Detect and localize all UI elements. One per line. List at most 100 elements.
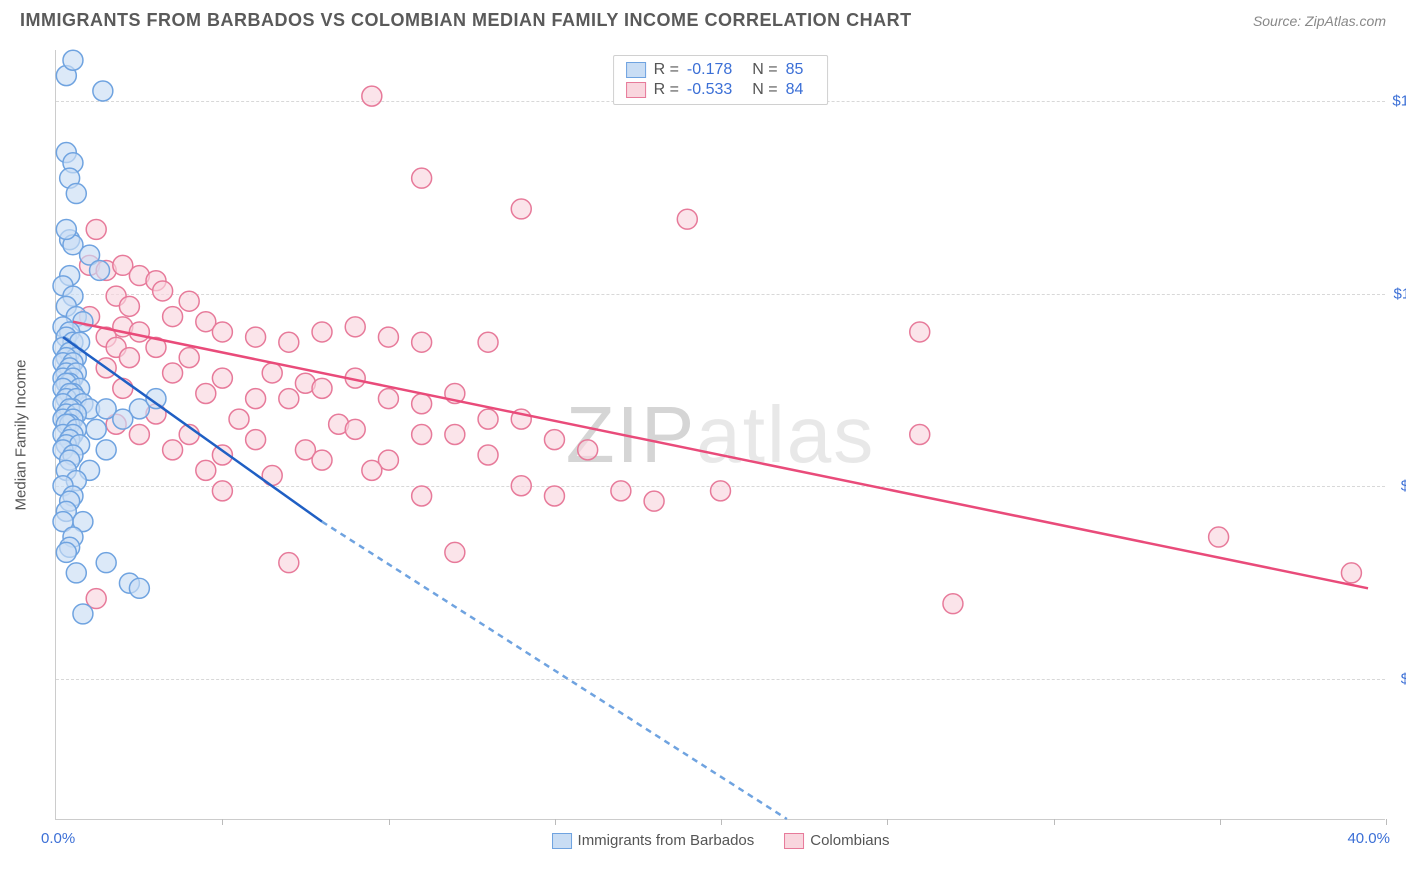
x-tick: [721, 819, 722, 825]
scatter-point: [279, 389, 299, 409]
scatter-point: [129, 322, 149, 342]
scatter-point: [445, 425, 465, 445]
scatter-point: [312, 378, 332, 398]
x-tick: [555, 819, 556, 825]
scatter-point: [378, 389, 398, 409]
scatter-point: [56, 219, 76, 239]
chart-plot-area: Median Family Income $37,500$75,000$112,…: [55, 50, 1385, 820]
scatter-point: [578, 440, 598, 460]
n-value-barbados: 85: [786, 61, 804, 79]
scatter-point: [711, 481, 731, 501]
legend-label-barbados: Immigrants from Barbados: [578, 832, 755, 849]
scatter-point: [478, 332, 498, 352]
x-tick: [1054, 819, 1055, 825]
legend-item-colombians: Colombians: [784, 832, 889, 849]
x-axis-label-max: 40.0%: [1347, 830, 1390, 847]
scatter-point: [1341, 563, 1361, 583]
x-tick: [1220, 819, 1221, 825]
scatter-point: [943, 594, 963, 614]
r-value-colombians: -0.533: [687, 81, 732, 99]
scatter-point: [246, 389, 266, 409]
y-tick-label: $37,500: [1390, 670, 1406, 687]
swatch-colombians: [626, 82, 646, 98]
scatter-point: [1209, 527, 1229, 547]
scatter-point: [246, 327, 266, 347]
scatter-point: [246, 430, 266, 450]
r-label: R =: [654, 81, 679, 99]
scatter-point: [96, 553, 116, 573]
scatter-point: [96, 440, 116, 460]
scatter-point: [119, 296, 139, 316]
scatter-point: [212, 481, 232, 501]
scatter-point: [677, 209, 697, 229]
scatter-point: [179, 348, 199, 368]
scatter-point: [362, 86, 382, 106]
chart-source: Source: ZipAtlas.com: [1253, 13, 1386, 29]
scatter-point: [345, 419, 365, 439]
swatch-colombians-icon: [784, 833, 804, 849]
swatch-barbados-icon: [552, 833, 572, 849]
scatter-point: [63, 50, 83, 70]
n-value-colombians: 84: [786, 81, 804, 99]
scatter-point: [511, 199, 531, 219]
scatter-point: [412, 168, 432, 188]
n-label: N =: [752, 81, 777, 99]
x-tick: [389, 819, 390, 825]
x-tick: [1386, 819, 1387, 825]
scatter-point: [312, 450, 332, 470]
scatter-point: [362, 460, 382, 480]
scatter-point: [544, 486, 564, 506]
scatter-point: [478, 409, 498, 429]
scatter-point: [212, 322, 232, 342]
chart-header: IMMIGRANTS FROM BARBADOS VS COLOMBIAN ME…: [0, 0, 1406, 36]
scatter-point: [312, 322, 332, 342]
scatter-point: [73, 604, 93, 624]
scatter-point: [163, 440, 183, 460]
x-tick: [222, 819, 223, 825]
scatter-point: [196, 460, 216, 480]
y-tick-label: $112,500: [1390, 285, 1406, 302]
regression-line: [322, 522, 787, 819]
regression-line: [73, 322, 1368, 589]
scatter-point: [910, 425, 930, 445]
r-label: R =: [654, 61, 679, 79]
scatter-point: [279, 332, 299, 352]
scatter-point: [212, 368, 232, 388]
scatter-point: [478, 445, 498, 465]
scatter-point: [378, 327, 398, 347]
scatter-point: [412, 425, 432, 445]
scatter-point: [196, 383, 216, 403]
scatter-point: [66, 184, 86, 204]
scatter-point: [345, 317, 365, 337]
scatter-point: [129, 425, 149, 445]
scatter-point: [910, 322, 930, 342]
scatter-point: [163, 363, 183, 383]
y-tick-label: $150,000: [1390, 93, 1406, 110]
scatter-point: [412, 332, 432, 352]
correlation-legend: R = -0.178 N = 85 R = -0.533 N = 84: [613, 55, 829, 105]
correlation-row-barbados: R = -0.178 N = 85: [626, 60, 816, 80]
scatter-point: [119, 348, 139, 368]
scatter-point: [153, 281, 173, 301]
scatter-point: [86, 419, 106, 439]
scatter-point: [66, 563, 86, 583]
scatter-point: [113, 378, 133, 398]
chart-title: IMMIGRANTS FROM BARBADOS VS COLOMBIAN ME…: [20, 10, 912, 31]
scatter-point: [163, 307, 183, 327]
scatter-point: [56, 542, 76, 562]
scatter-point: [93, 81, 113, 101]
n-label: N =: [752, 61, 777, 79]
correlation-row-colombians: R = -0.533 N = 84: [626, 80, 816, 100]
scatter-point: [129, 578, 149, 598]
scatter-point: [113, 409, 133, 429]
scatter-point: [511, 476, 531, 496]
y-axis-title: Median Family Income: [13, 359, 30, 510]
scatter-point: [544, 430, 564, 450]
scatter-point: [412, 486, 432, 506]
scatter-point: [412, 394, 432, 414]
scatter-point: [611, 481, 631, 501]
scatter-point: [262, 363, 282, 383]
legend-label-colombians: Colombians: [810, 832, 889, 849]
scatter-point: [644, 491, 664, 511]
scatter-point: [279, 553, 299, 573]
